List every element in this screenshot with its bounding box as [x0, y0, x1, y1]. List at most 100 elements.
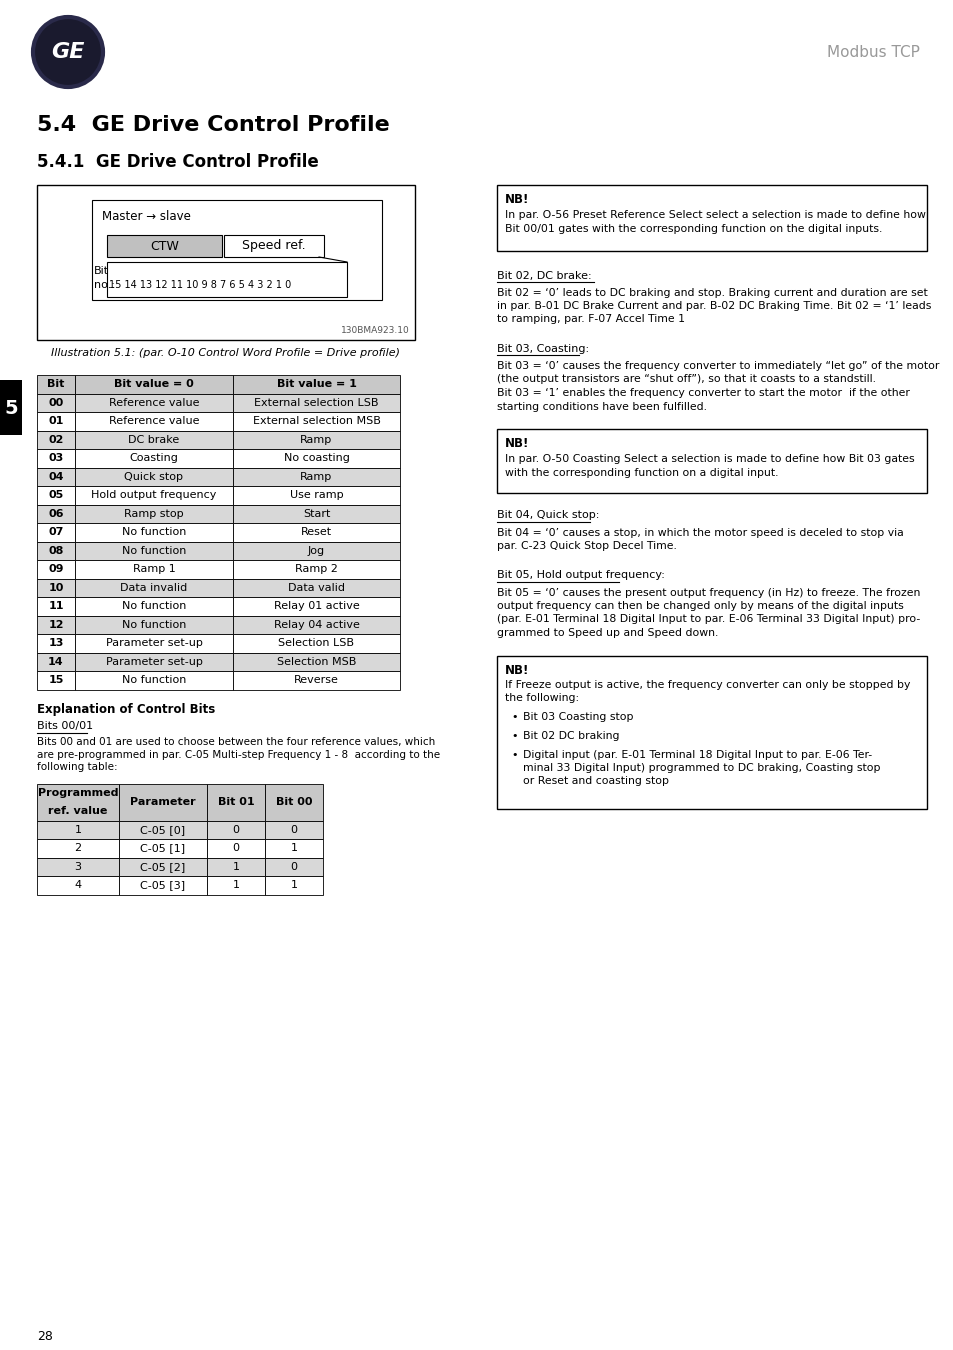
Text: External selection MSB: External selection MSB	[253, 416, 380, 427]
Text: Bit 02 = ‘0’ leads to DC braking and stop. Braking current and duration are set: Bit 02 = ‘0’ leads to DC braking and sto…	[497, 288, 926, 297]
Text: are pre-programmed in par. C-05 Multi-step Frequency 1 - 8  according to the: are pre-programmed in par. C-05 Multi-st…	[37, 749, 439, 760]
Bar	[37, 393, 75, 412]
Text: 08: 08	[49, 545, 64, 556]
Text: Ramp: Ramp	[300, 435, 333, 444]
Bar	[233, 467, 399, 486]
Text: Ramp: Ramp	[300, 471, 333, 482]
Text: Bits 00/01: Bits 00/01	[37, 721, 93, 732]
Text: Digital input (par. E-01 Terminal 18 Digital Input to par. E-06 Ter-: Digital input (par. E-01 Terminal 18 Dig…	[522, 749, 871, 760]
Bar	[75, 505, 233, 522]
Bar	[37, 505, 75, 522]
Text: 5.4  GE Drive Control Profile: 5.4 GE Drive Control Profile	[37, 115, 390, 135]
Text: Bit 03 = ‘0’ causes the frequency converter to immediately “let go” of the motor: Bit 03 = ‘0’ causes the frequency conver…	[497, 360, 939, 371]
Text: Bit 02, DC brake:: Bit 02, DC brake:	[497, 270, 591, 281]
Text: Relay 04 active: Relay 04 active	[274, 620, 359, 629]
Text: In par. O-50 Coasting Select a selection is made to define how Bit 03 gates: In par. O-50 Coasting Select a selection…	[504, 454, 914, 464]
Text: Bit 00: Bit 00	[275, 796, 312, 807]
Bar	[75, 431, 233, 450]
Bar	[37, 560, 75, 579]
Text: 09: 09	[49, 564, 64, 574]
Text: (par. E-01 Terminal 18 Digital Input to par. E-06 Terminal 33 Digital Input) pro: (par. E-01 Terminal 18 Digital Input to …	[497, 614, 920, 625]
Text: No function: No function	[122, 545, 186, 556]
Bar	[75, 393, 233, 412]
Bar	[233, 431, 399, 450]
Text: 07: 07	[49, 528, 64, 537]
Bar	[0, 379, 22, 435]
Text: 1: 1	[74, 825, 81, 834]
Text: Bit 03, Coasting:: Bit 03, Coasting:	[497, 344, 589, 354]
Bar	[265, 876, 323, 895]
Text: Selection MSB: Selection MSB	[276, 656, 355, 667]
Text: 3: 3	[74, 861, 81, 872]
Bar	[37, 412, 75, 431]
Text: Bit 04, Quick stop:: Bit 04, Quick stop:	[497, 510, 598, 521]
Circle shape	[33, 18, 103, 86]
Bar	[207, 838, 265, 857]
Text: Bit 00/01 gates with the corresponding function on the digital inputs.: Bit 00/01 gates with the corresponding f…	[504, 224, 882, 234]
Text: Quick stop: Quick stop	[125, 471, 183, 482]
Text: Relay 01 active: Relay 01 active	[274, 601, 359, 612]
Bar	[107, 235, 222, 256]
Text: Bit 05 = ‘0’ causes the present output frequency (in Hz) to freeze. The frozen: Bit 05 = ‘0’ causes the present output f…	[497, 587, 920, 598]
Bar	[75, 634, 233, 652]
Text: 15: 15	[49, 675, 64, 686]
Text: Data valid: Data valid	[288, 583, 345, 593]
Bar	[75, 450, 233, 467]
Bar	[119, 783, 207, 821]
Bar	[37, 671, 75, 690]
Bar	[119, 857, 207, 876]
Text: 05: 05	[49, 490, 64, 501]
Bar	[265, 857, 323, 876]
Text: (the output transistors are “shut off”), so that it coasts to a standstill.: (the output transistors are “shut off”),…	[497, 374, 875, 385]
Bar	[75, 541, 233, 560]
Text: 130BMA923.10: 130BMA923.10	[341, 325, 410, 335]
Text: Parameter set-up: Parameter set-up	[106, 639, 202, 648]
Text: NB!: NB!	[504, 193, 529, 207]
Text: External selection LSB: External selection LSB	[254, 398, 378, 408]
Text: to ramping, par. F-07 Accel Time 1: to ramping, par. F-07 Accel Time 1	[497, 315, 684, 324]
Text: starting conditions have been fulfilled.: starting conditions have been fulfilled.	[497, 401, 706, 412]
Bar	[75, 486, 233, 505]
Text: Modbus TCP: Modbus TCP	[826, 45, 919, 59]
Text: Hold output frequency: Hold output frequency	[91, 490, 216, 501]
Bar	[75, 579, 233, 597]
Bar	[37, 450, 75, 467]
Text: CTW: CTW	[150, 239, 179, 252]
Text: C-05 [1]: C-05 [1]	[140, 844, 186, 853]
Bar	[37, 783, 119, 821]
Text: 1: 1	[233, 861, 239, 872]
Bar	[37, 821, 119, 838]
Text: C-05 [2]: C-05 [2]	[140, 861, 186, 872]
Bar	[75, 412, 233, 431]
Bar	[265, 838, 323, 857]
Bar	[119, 838, 207, 857]
Text: C-05 [3]: C-05 [3]	[140, 880, 186, 890]
Bar	[75, 467, 233, 486]
Bar	[207, 857, 265, 876]
Bar	[75, 671, 233, 690]
Text: No function: No function	[122, 528, 186, 537]
Text: Bit 01: Bit 01	[217, 796, 254, 807]
Text: Bit value = 0: Bit value = 0	[114, 379, 193, 389]
Text: Explanation of Control Bits: Explanation of Control Bits	[37, 703, 215, 717]
Bar	[224, 235, 324, 256]
Bar	[37, 597, 75, 616]
Text: Bit: Bit	[94, 266, 109, 275]
Text: 0: 0	[291, 825, 297, 834]
Text: Data invalid: Data invalid	[120, 583, 188, 593]
Bar	[233, 450, 399, 467]
Text: Speed ref.: Speed ref.	[242, 239, 306, 252]
Text: GE: GE	[51, 42, 85, 62]
Text: Bit: Bit	[48, 379, 65, 389]
Text: •: •	[511, 749, 517, 760]
Bar	[233, 671, 399, 690]
Text: par. C-23 Quick Stop Decel Time.: par. C-23 Quick Stop Decel Time.	[497, 541, 677, 551]
Bar	[37, 652, 75, 671]
Text: In par. O-56 Preset Reference Select select a selection is made to define how: In par. O-56 Preset Reference Select sel…	[504, 211, 925, 220]
Bar	[233, 486, 399, 505]
Text: 11: 11	[49, 601, 64, 612]
Text: 1: 1	[291, 880, 297, 890]
Text: Reference value: Reference value	[109, 398, 199, 408]
Text: no.:: no.:	[94, 279, 114, 290]
Text: 01: 01	[49, 416, 64, 427]
